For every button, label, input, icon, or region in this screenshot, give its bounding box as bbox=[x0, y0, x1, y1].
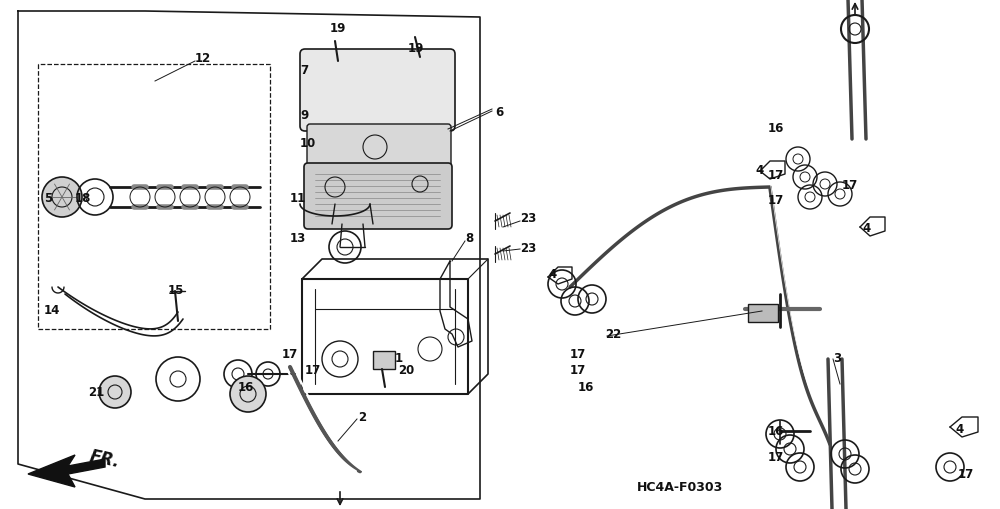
FancyBboxPatch shape bbox=[307, 125, 451, 176]
Bar bbox=[748, 304, 778, 322]
FancyBboxPatch shape bbox=[300, 50, 455, 132]
Text: 4: 4 bbox=[862, 221, 870, 234]
Text: 23: 23 bbox=[520, 241, 536, 254]
Text: 20: 20 bbox=[398, 363, 414, 376]
Text: 17: 17 bbox=[305, 363, 321, 376]
Text: 16: 16 bbox=[238, 381, 254, 394]
Bar bbox=[373, 351, 395, 369]
Text: 9: 9 bbox=[300, 108, 308, 121]
Text: 4: 4 bbox=[548, 268, 556, 281]
Text: 14: 14 bbox=[44, 303, 60, 316]
Text: 16: 16 bbox=[768, 121, 784, 134]
Text: 17: 17 bbox=[768, 450, 784, 464]
Text: 12: 12 bbox=[195, 51, 211, 64]
Text: 5: 5 bbox=[44, 191, 52, 204]
Text: 10: 10 bbox=[300, 136, 316, 149]
Text: 17: 17 bbox=[958, 468, 974, 480]
Text: 22: 22 bbox=[605, 328, 621, 341]
Text: 16: 16 bbox=[578, 381, 594, 394]
Text: 17: 17 bbox=[570, 348, 586, 361]
Circle shape bbox=[42, 178, 82, 217]
Text: 18: 18 bbox=[75, 191, 91, 204]
Text: 23: 23 bbox=[520, 211, 536, 224]
Circle shape bbox=[99, 376, 131, 408]
Text: 19: 19 bbox=[330, 21, 346, 35]
Text: HC4A-F0303: HC4A-F0303 bbox=[637, 480, 723, 494]
Circle shape bbox=[230, 376, 266, 412]
Text: 17: 17 bbox=[570, 363, 586, 376]
Text: 16: 16 bbox=[768, 425, 784, 438]
Text: 6: 6 bbox=[495, 105, 503, 118]
Text: 11: 11 bbox=[290, 191, 306, 204]
Text: 4: 4 bbox=[955, 422, 963, 436]
Text: 1: 1 bbox=[395, 351, 403, 364]
Text: 7: 7 bbox=[300, 64, 308, 76]
Text: 21: 21 bbox=[88, 386, 104, 399]
Text: FR.: FR. bbox=[88, 446, 122, 470]
Text: 4: 4 bbox=[755, 163, 763, 176]
Polygon shape bbox=[28, 455, 105, 487]
Text: 17: 17 bbox=[768, 168, 784, 181]
Text: 17: 17 bbox=[842, 178, 858, 191]
Text: 2: 2 bbox=[358, 411, 366, 423]
Text: 8: 8 bbox=[465, 231, 473, 244]
FancyBboxPatch shape bbox=[304, 164, 452, 230]
Text: 15: 15 bbox=[168, 283, 184, 296]
Text: 17: 17 bbox=[282, 348, 298, 361]
Text: 17: 17 bbox=[768, 193, 784, 206]
Text: 3: 3 bbox=[833, 351, 841, 364]
Text: 19: 19 bbox=[408, 41, 424, 54]
Text: 13: 13 bbox=[290, 231, 306, 244]
